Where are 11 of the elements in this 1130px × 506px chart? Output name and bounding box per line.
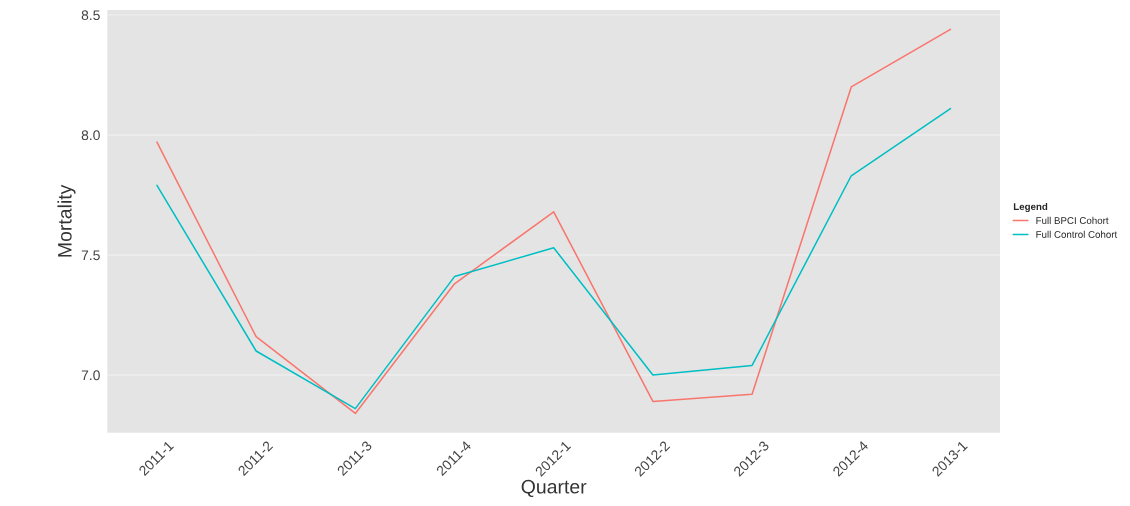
y-tick-label: 8.0 [81,130,100,141]
line-series [156,28,952,415]
legend-title: Legend [1013,202,1048,212]
y-tick-label: 7.0 [81,370,100,381]
legend-label: Full BPCI Cohort [1036,216,1109,225]
y-tick-label: 7.5 [81,250,100,261]
x-axis-title: Quarter [521,479,587,498]
line-series [156,107,952,410]
y-tick-label: 8.5 [81,10,100,21]
legend-label: Full Control Cohort [1036,230,1118,238]
y-axis-title: Mortality [57,184,76,257]
